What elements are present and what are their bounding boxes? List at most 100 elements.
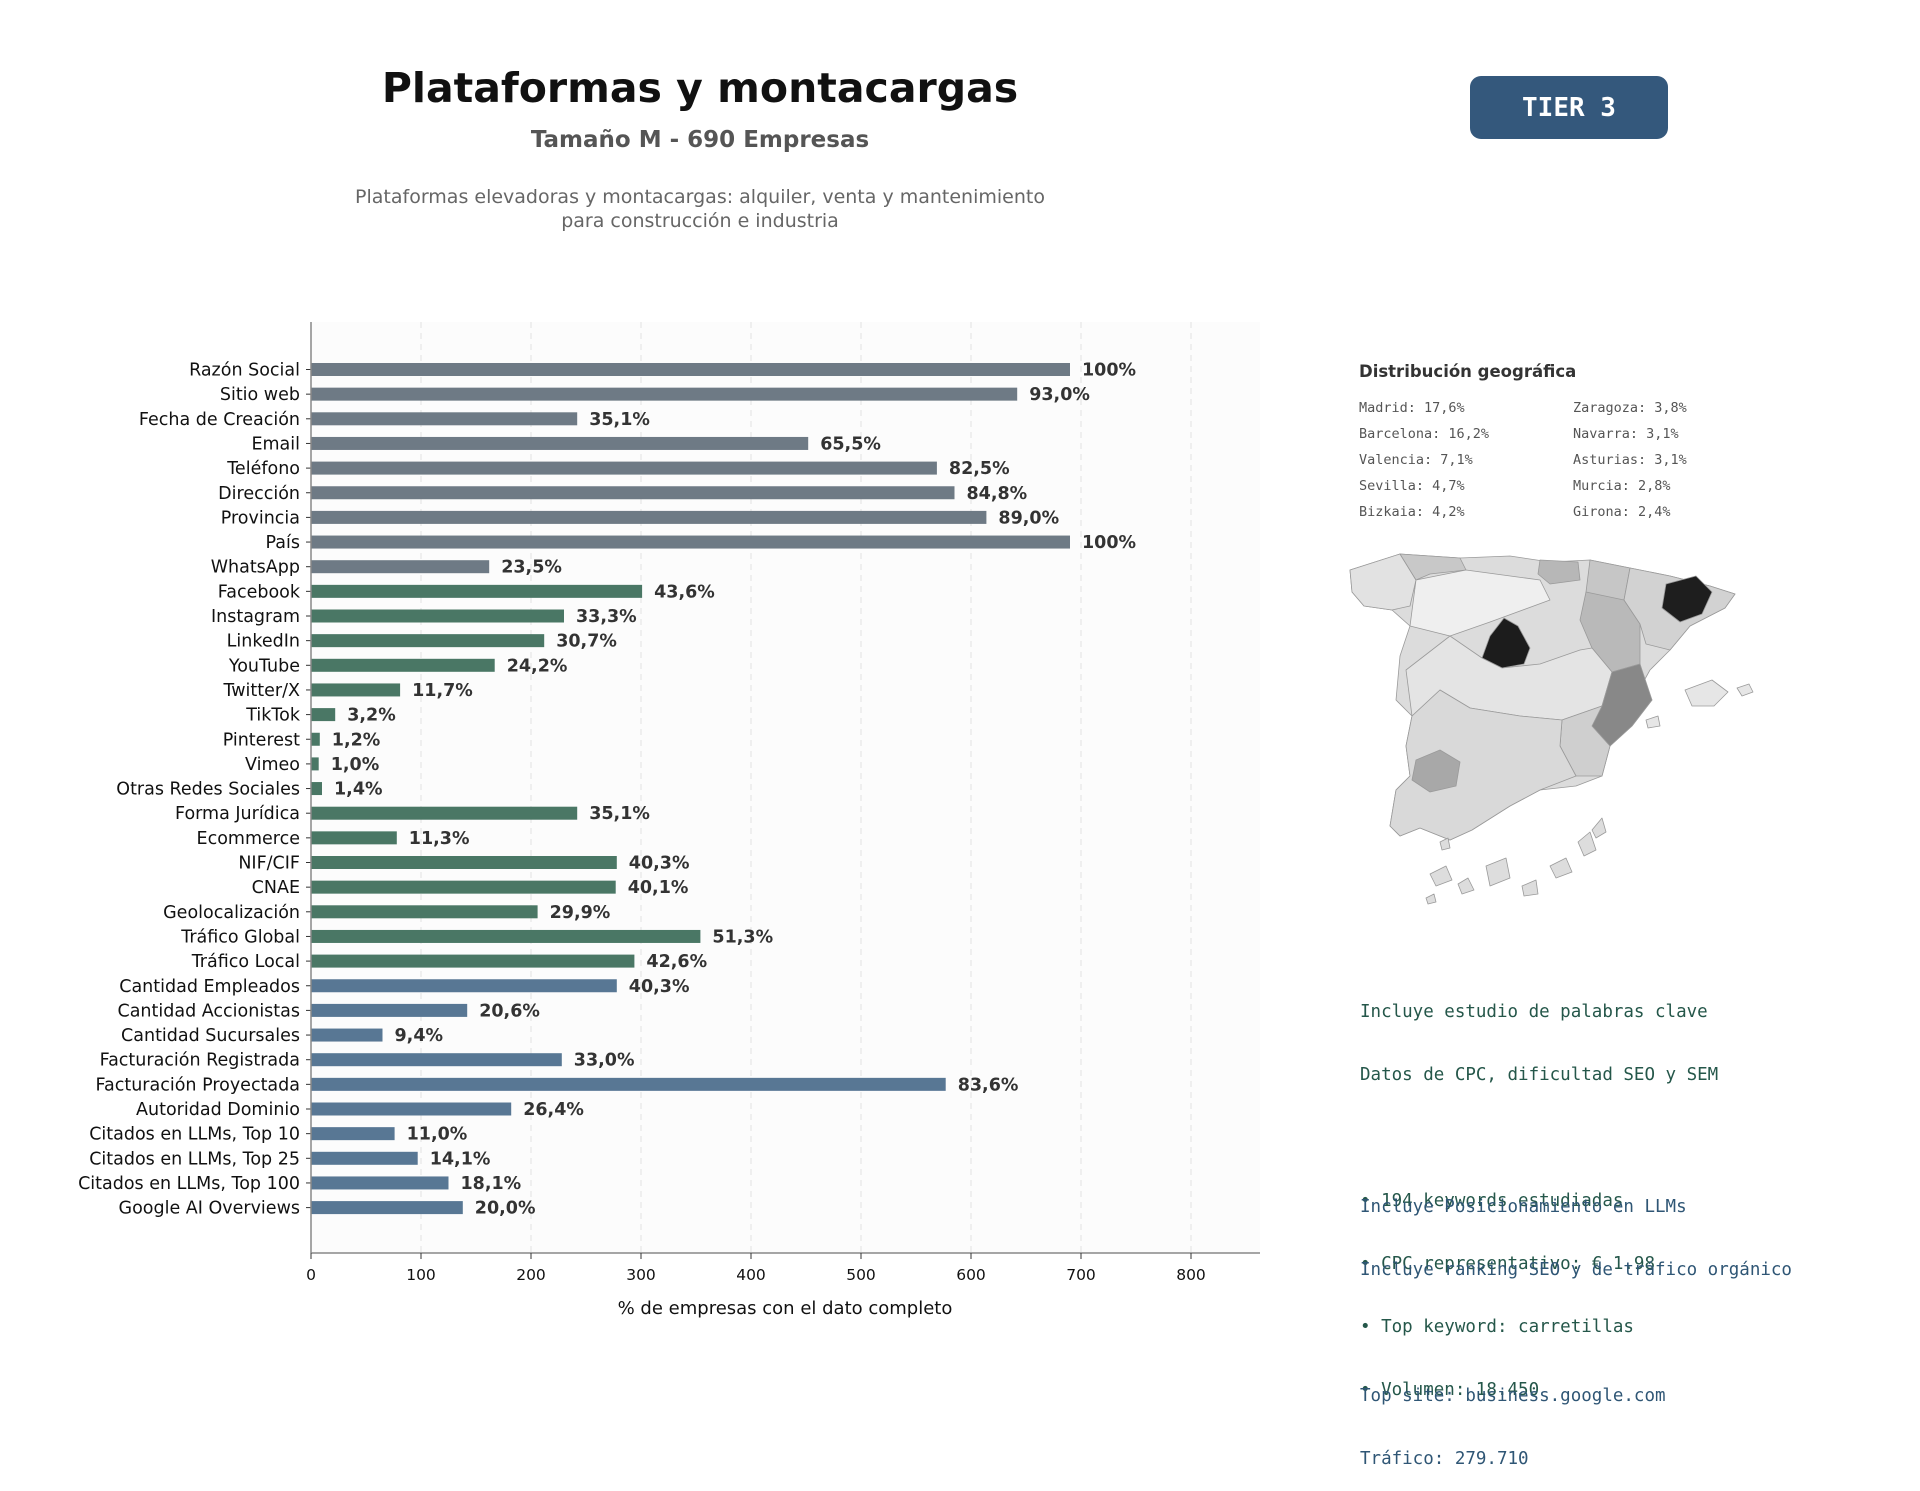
bar bbox=[311, 584, 643, 598]
bar bbox=[311, 1176, 449, 1190]
geo-item: Navarra: 3,1% bbox=[1573, 426, 1679, 442]
category-label: Citados en LLMs, Top 10 bbox=[89, 1125, 300, 1145]
value-label: 43,6% bbox=[654, 582, 715, 602]
category-label: Citados en LLMs, Top 100 bbox=[78, 1174, 300, 1194]
value-label: 29,9% bbox=[550, 903, 611, 923]
x-tick-label: 500 bbox=[846, 1266, 876, 1284]
geo-item: Asturias: 3,1% bbox=[1573, 452, 1687, 468]
bar bbox=[311, 1151, 418, 1165]
value-label: 35,1% bbox=[589, 804, 650, 824]
keywords-bullet: • Volumen: 18.450 bbox=[1360, 1380, 1540, 1400]
llm-line-2: Incluye ranking SEO y de tráfico orgánic… bbox=[1360, 1260, 1792, 1280]
value-label: 11,0% bbox=[407, 1125, 468, 1145]
x-tick-label: 0 bbox=[306, 1266, 316, 1284]
value-label: 51,3% bbox=[712, 927, 773, 947]
bar bbox=[311, 929, 701, 943]
bar bbox=[311, 461, 937, 475]
category-label: Sitio web bbox=[220, 385, 300, 405]
bar bbox=[311, 732, 320, 746]
bar bbox=[311, 905, 538, 919]
bar bbox=[311, 535, 1070, 549]
value-label: 26,4% bbox=[523, 1100, 584, 1120]
bar bbox=[311, 757, 319, 771]
value-label: 100% bbox=[1082, 533, 1136, 553]
x-tick-label: 100 bbox=[406, 1266, 436, 1284]
value-label: 9,4% bbox=[395, 1026, 444, 1046]
llm-info: Incluye Posicionamiento en LLMs Incluye … bbox=[1360, 1155, 1792, 1491]
bar bbox=[311, 782, 322, 796]
x-tick-label: 300 bbox=[626, 1266, 656, 1284]
llm-traffic: Tráfico: 279.710 bbox=[1360, 1449, 1529, 1469]
category-label: Tráfico Local bbox=[191, 952, 300, 972]
bar bbox=[311, 708, 336, 722]
value-label: 20,0% bbox=[475, 1199, 536, 1219]
x-axis-label: % de empresas con el dato completo bbox=[618, 1298, 953, 1319]
category-label: Cantidad Empleados bbox=[119, 977, 300, 997]
category-labels: Razón Social Sitio web Fecha de Creación Em… bbox=[78, 361, 311, 1219]
value-label: 83,6% bbox=[958, 1075, 1019, 1095]
map-region-balears bbox=[1645, 679, 1754, 729]
category-label: Instagram bbox=[211, 607, 300, 627]
value-label: 3,2% bbox=[347, 706, 396, 726]
category-label: Provincia bbox=[221, 508, 300, 528]
bar-chart: Razón Social Sitio web Fecha de Creación Em… bbox=[78, 322, 1260, 1319]
keywords-bullet: • Top keyword: carretillas bbox=[1360, 1317, 1634, 1337]
keywords-spacer bbox=[1360, 1128, 1718, 1149]
value-label: 33,3% bbox=[576, 607, 637, 627]
bar bbox=[311, 1053, 562, 1067]
geo-item: Bizkaia: 4,2% bbox=[1359, 504, 1465, 520]
category-label: Facturación Proyectada bbox=[96, 1075, 300, 1095]
bar bbox=[311, 683, 401, 697]
category-label: TikTok bbox=[245, 706, 301, 726]
keywords-bullet: • CPC representativo: € 1.98 bbox=[1360, 1254, 1656, 1274]
bar bbox=[311, 510, 987, 524]
map-region-sevilla bbox=[1411, 749, 1461, 793]
bar bbox=[311, 979, 617, 993]
geo-item: Madrid: 17,6% bbox=[1359, 400, 1465, 416]
bar bbox=[311, 1028, 383, 1042]
bar bbox=[311, 560, 490, 574]
geo-title: Distribución geográfica bbox=[1359, 362, 1577, 381]
bar bbox=[311, 658, 495, 672]
page-subtitle: Tamaño M - 690 Empresas bbox=[530, 127, 870, 153]
category-label: NIF/CIF bbox=[238, 854, 300, 874]
value-label: 89,0% bbox=[998, 508, 1059, 528]
category-label: Facebook bbox=[218, 582, 301, 602]
category-label: Facturación Registrada bbox=[100, 1051, 300, 1071]
category-label: Razón Social bbox=[189, 361, 300, 381]
keywords-line-2: Datos de CPC, dificultad SEO y SEM bbox=[1360, 1065, 1719, 1085]
category-label: Fecha de Creación bbox=[139, 410, 300, 430]
category-label: Ecommerce bbox=[197, 829, 300, 849]
bar bbox=[311, 831, 397, 845]
description-line-1: Plataformas elevadoras y montacargas: al… bbox=[355, 186, 1045, 208]
category-label: Tráfico Global bbox=[180, 927, 300, 947]
category-label: Pinterest bbox=[223, 730, 300, 750]
category-label: Geolocalización bbox=[163, 903, 300, 923]
value-label: 35,1% bbox=[589, 410, 650, 430]
category-label: Teléfono bbox=[226, 459, 300, 479]
keywords-line-1: Incluye estudio de palabras clave bbox=[1360, 1002, 1708, 1022]
value-label: 23,5% bbox=[501, 558, 562, 578]
bar bbox=[311, 1201, 463, 1215]
category-label: Citados en LLMs, Top 25 bbox=[89, 1149, 300, 1169]
value-label: 14,1% bbox=[430, 1149, 491, 1169]
bar bbox=[311, 387, 1018, 401]
geo-item: Girona: 2,4% bbox=[1573, 504, 1671, 520]
page-description: Plataformas elevadoras y montacargas: al… bbox=[300, 185, 1100, 233]
category-label: Otras Redes Sociales bbox=[116, 780, 300, 800]
value-label: 65,5% bbox=[820, 434, 881, 454]
value-label: 40,3% bbox=[629, 854, 690, 874]
bar bbox=[311, 806, 578, 820]
value-label: 40,1% bbox=[628, 878, 689, 898]
value-label: 93,0% bbox=[1029, 385, 1090, 405]
geo-item: Sevilla: 4,7% bbox=[1359, 478, 1465, 494]
grid-lines bbox=[420, 322, 1192, 1253]
value-label: 33,0% bbox=[574, 1051, 635, 1071]
value-label: 11,3% bbox=[409, 829, 470, 849]
category-label: WhatsApp bbox=[211, 558, 300, 578]
tier-badge: TIER 3 bbox=[1470, 76, 1668, 139]
value-label: 84,8% bbox=[967, 484, 1028, 504]
value-label: 100% bbox=[1082, 361, 1136, 381]
x-tick-label: 600 bbox=[956, 1266, 986, 1284]
category-label: Vimeo bbox=[245, 755, 300, 775]
